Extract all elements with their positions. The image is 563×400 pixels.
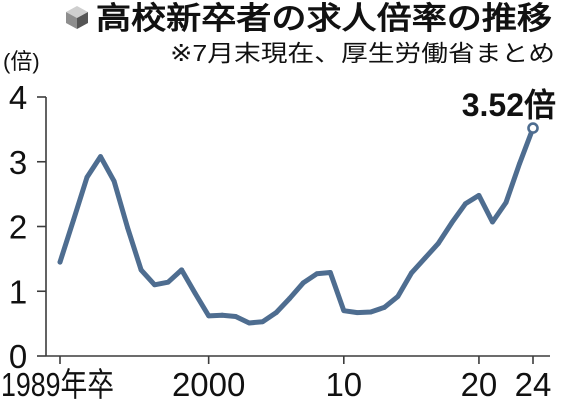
- x-tick-label: 10: [325, 366, 362, 400]
- data-point: [98, 154, 103, 159]
- annotations: 3.52倍: [462, 87, 556, 134]
- data-point: [436, 240, 441, 246]
- data-point: [125, 225, 130, 231]
- data-point: [273, 310, 279, 316]
- x-tick-label: 20: [461, 366, 498, 400]
- chart-subtitle: ※7月末現在、厚生労働省まとめ: [170, 40, 555, 66]
- data-point: [71, 217, 76, 223]
- end-point-marker: [527, 122, 539, 134]
- data-point: [381, 305, 387, 310]
- axes: 0 1 2 3 4 1989年卒 2000 10 20 24: [1, 79, 551, 400]
- data-point: [287, 295, 293, 301]
- series-line: [57, 125, 536, 326]
- cube-icon: [66, 6, 88, 29]
- data-point: [179, 267, 185, 273]
- data-point: [206, 313, 212, 319]
- data-point: [490, 219, 495, 225]
- data-point: [327, 270, 333, 275]
- data-point: [517, 161, 522, 167]
- data-point: [314, 271, 320, 277]
- data-point: [503, 200, 509, 205]
- y-tick-label: 3: [9, 144, 27, 181]
- data-point: [476, 193, 482, 198]
- y-tick-label: 1: [9, 273, 27, 310]
- data-point: [354, 310, 360, 316]
- data-point: [368, 309, 374, 315]
- data-point: [341, 308, 347, 314]
- data-point: [395, 294, 401, 299]
- data-point: [260, 319, 266, 325]
- data-point: [463, 201, 468, 207]
- data-point: [219, 312, 225, 318]
- chart-title: 高校新卒者の求人倍率の推移: [96, 1, 552, 36]
- data-point: [408, 270, 414, 276]
- data-point: [192, 290, 198, 296]
- data-point: [57, 259, 63, 265]
- end-value-label: 3.52倍: [462, 87, 556, 123]
- data-point: [449, 220, 455, 226]
- x-tick-label: 24: [515, 366, 552, 400]
- data-point: [300, 280, 306, 286]
- data-point: [422, 255, 428, 261]
- x-tick-label: 2000: [172, 366, 245, 400]
- x-tick-label: 1989年卒: [1, 366, 114, 400]
- data-point: [111, 178, 117, 184]
- data-point: [138, 267, 144, 273]
- data-point: [152, 282, 158, 288]
- cube-right-face: [77, 12, 88, 29]
- data-point: [246, 320, 252, 326]
- data-point: [84, 174, 90, 180]
- plot-area: [57, 125, 536, 326]
- y-tick-label: 0: [9, 338, 27, 375]
- y-axis-unit-label: (倍): [3, 49, 40, 74]
- data-point: [233, 314, 239, 319]
- cube-left-face: [66, 12, 77, 29]
- y-tick-label: 4: [9, 79, 27, 116]
- data-point: [165, 279, 171, 285]
- y-tick-label: 2: [9, 209, 27, 246]
